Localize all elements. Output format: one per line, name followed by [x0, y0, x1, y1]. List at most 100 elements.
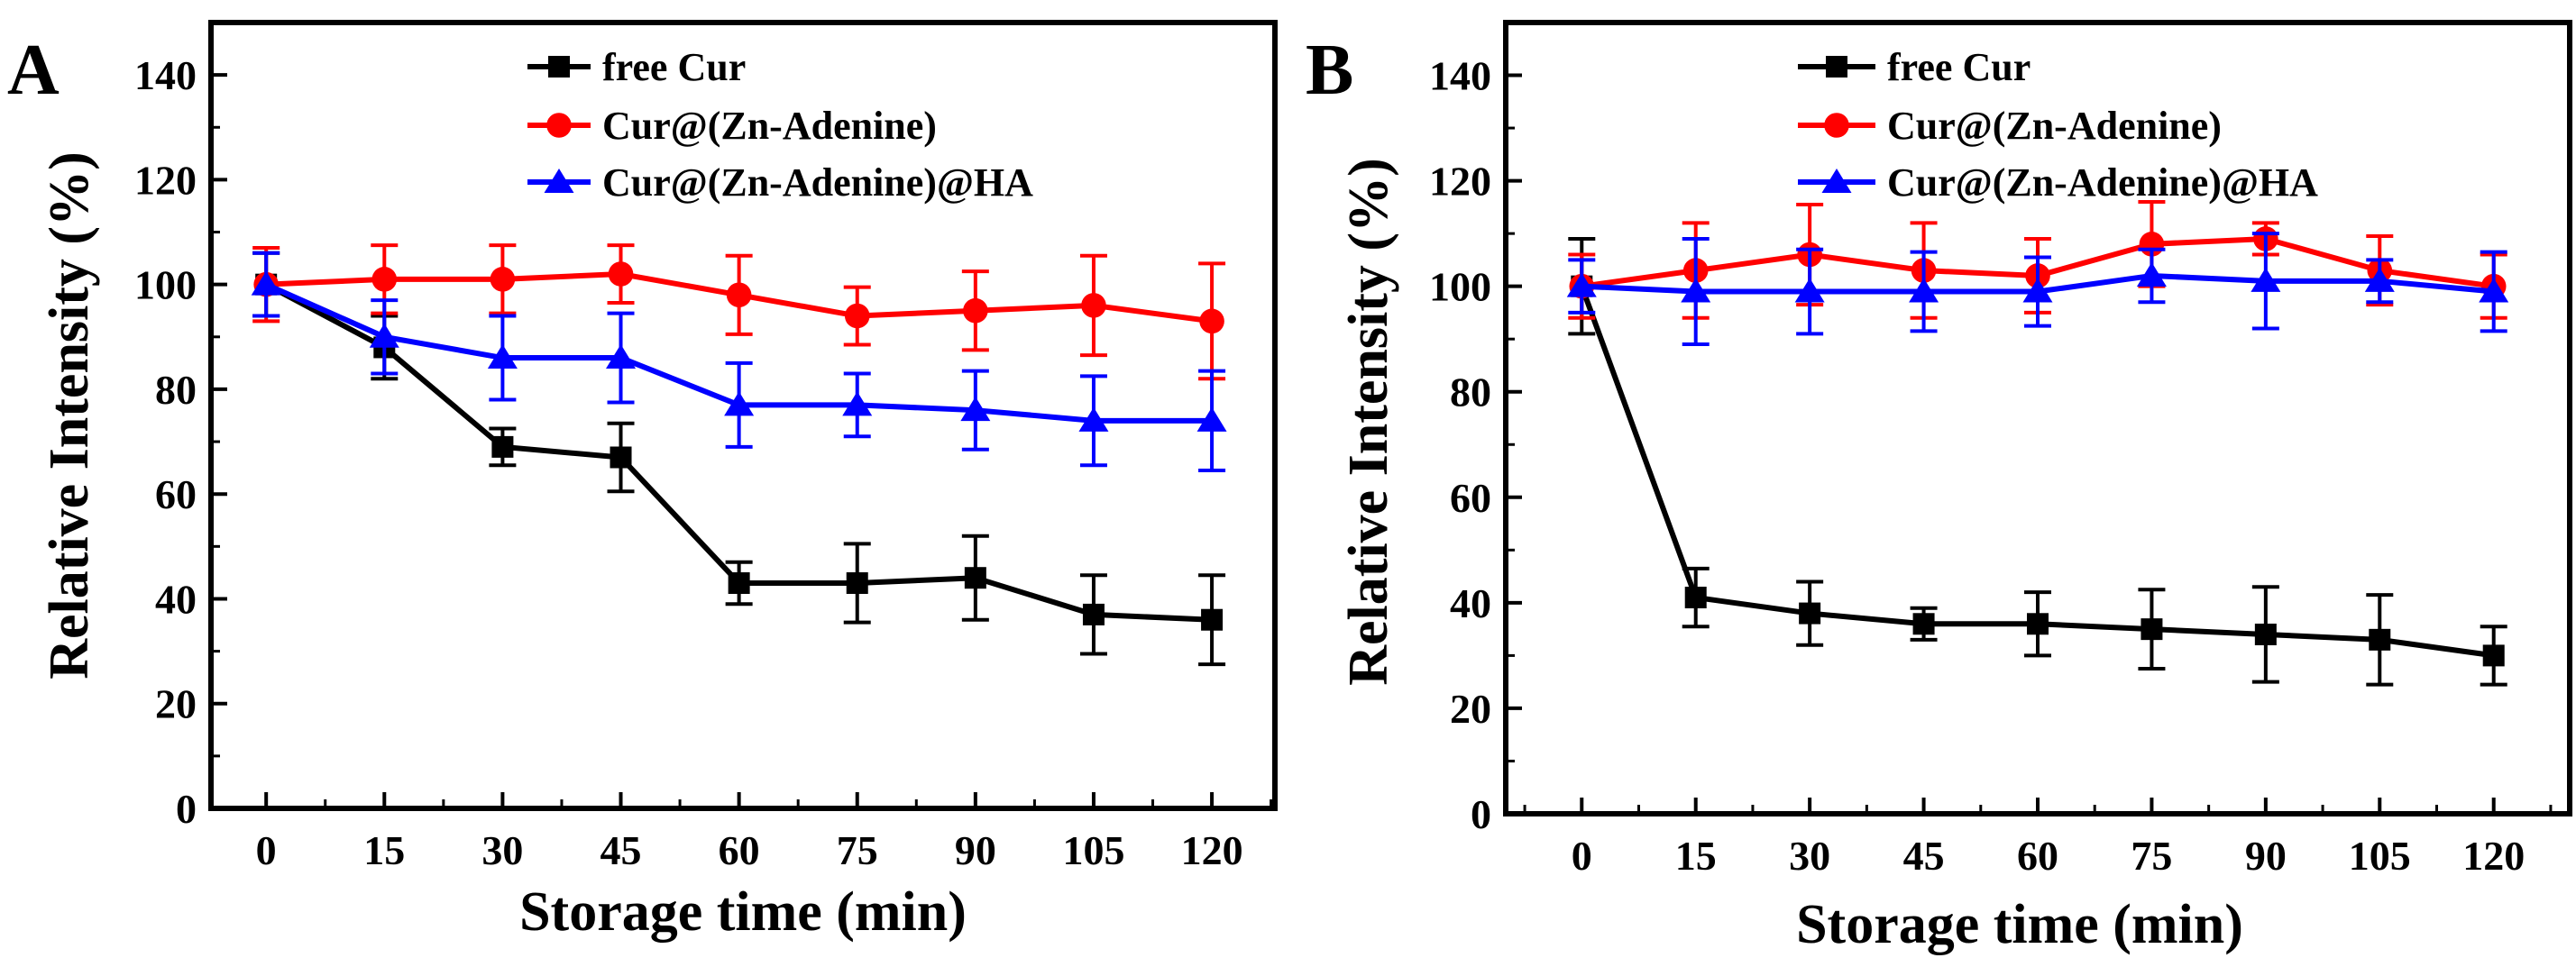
- x-tick-label: 45: [600, 827, 642, 873]
- data-point: [1794, 278, 1825, 303]
- data-point: [2254, 623, 2277, 645]
- data-point: [2141, 618, 2163, 641]
- y-tick-labels: 0 20 40 60 80 100 120 140: [134, 52, 197, 832]
- data-point: [844, 303, 870, 329]
- legend-marker: [1824, 113, 1849, 138]
- legend-label: Cur@(Zn-Adenine)@HA: [602, 160, 1033, 205]
- series: [251, 251, 1227, 473]
- data-point: [2022, 278, 2053, 303]
- data-point: [487, 344, 518, 369]
- x-tick-label: 30: [481, 827, 523, 873]
- x-tick-label: 60: [719, 827, 760, 873]
- y-tick-label: 120: [1429, 159, 1491, 205]
- x-tick-label: 105: [2349, 833, 2411, 879]
- legend-marker: [548, 56, 570, 78]
- legend-label: Cur@(Zn-Adenine): [1887, 104, 2222, 148]
- y-tick-label: 20: [1450, 686, 1491, 732]
- data-point: [490, 267, 516, 292]
- y-tick-label: 120: [134, 157, 197, 203]
- x-tick-label: 105: [1062, 827, 1124, 873]
- x-tick-labels: 0 15 30 45 60 75 90 105 120: [1572, 833, 2525, 879]
- y-tick-label: 100: [134, 262, 197, 308]
- y-tick-label: 60: [1450, 475, 1491, 521]
- y-tick-label: 80: [1450, 369, 1491, 415]
- series-layer: [251, 243, 1227, 667]
- data-point: [724, 391, 755, 416]
- x-tick-label: 0: [1572, 833, 1592, 879]
- plot-frame: [208, 20, 1278, 811]
- data-point: [2027, 613, 2049, 635]
- data-point: [2136, 261, 2167, 287]
- y-tick-label: 0: [176, 786, 197, 832]
- data-point: [369, 323, 399, 348]
- x-tick-label: 75: [837, 827, 878, 873]
- data-point: [726, 282, 752, 308]
- data-point: [610, 446, 632, 469]
- x-tick-label: 15: [1675, 833, 1717, 879]
- data-point: [1201, 608, 1224, 631]
- data-point: [608, 261, 634, 287]
- x-tick-label: 60: [2017, 833, 2058, 879]
- legend-marker: [1826, 56, 1847, 78]
- data-point: [1912, 613, 1935, 635]
- y-tick-label: 40: [1450, 580, 1491, 626]
- data-point: [491, 435, 514, 458]
- data-point: [964, 567, 986, 589]
- data-point: [842, 391, 873, 416]
- data-point: [606, 344, 637, 369]
- legend-label: free Cur: [602, 45, 746, 89]
- legend-marker: [544, 169, 574, 193]
- x-tick-label: 90: [955, 827, 996, 873]
- data-point: [1566, 272, 1597, 297]
- legend-entry: Cur@(Zn-Adenine)@HA: [1798, 160, 2318, 205]
- y-tick-label: 0: [1471, 791, 1491, 837]
- axis-ticks: [1506, 73, 2553, 816]
- data-point: [2479, 278, 2509, 303]
- data-point: [2482, 644, 2505, 667]
- x-axis-title: Storage time (min): [1796, 894, 2243, 955]
- chart-panel-b: B 0 15 30 45 60 75 90 105 120 0 20 40 60 80 100 120 140…: [1306, 20, 2572, 955]
- y-tick-label: 80: [155, 367, 197, 413]
- data-point: [960, 397, 991, 422]
- x-tick-label: 45: [1903, 833, 1945, 879]
- data-point: [2364, 267, 2395, 292]
- panel-label: A: [7, 31, 60, 110]
- legend-label: free Cur: [1887, 45, 2031, 89]
- data-point: [1199, 308, 1224, 334]
- data-point: [1081, 293, 1106, 318]
- y-tick-label: 100: [1429, 264, 1491, 310]
- y-axis-title: Relative Intensity (%): [39, 151, 100, 679]
- axis-ticks: [211, 73, 1273, 810]
- series: [252, 243, 1226, 381]
- legend-entry: free Cur: [1798, 45, 2031, 89]
- panel-label: B: [1306, 31, 1353, 110]
- x-tick-label: 15: [363, 827, 405, 873]
- x-tick-label: 0: [256, 827, 277, 873]
- data-point: [251, 270, 281, 296]
- legend: free Cur Cur@(Zn-Adenine) Cur@(Zn-Adenin…: [1798, 45, 2318, 205]
- x-tick-label: 75: [2131, 833, 2172, 879]
- data-point: [1078, 406, 1109, 432]
- legend-entry: free Cur: [527, 45, 746, 89]
- x-axis-title: Storage time (min): [519, 881, 967, 943]
- data-point: [963, 297, 988, 324]
- x-tick-label: 90: [2245, 833, 2287, 879]
- legend-marker: [1821, 169, 1852, 193]
- legend-entry: Cur@(Zn-Adenine)@HA: [527, 160, 1033, 205]
- data-point: [371, 267, 398, 292]
- legend-marker: [546, 113, 572, 138]
- data-point: [1684, 587, 1707, 609]
- legend-entry: Cur@(Zn-Adenine): [1798, 104, 2222, 148]
- data-point: [2369, 628, 2391, 651]
- x-tick-label: 30: [1789, 833, 1830, 879]
- data-point: [1681, 278, 1711, 303]
- y-tick-label: 140: [1429, 53, 1491, 99]
- data-point: [1909, 278, 1939, 303]
- y-tick-label: 20: [155, 681, 197, 727]
- data-point: [846, 572, 868, 595]
- x-tick-label: 120: [1181, 827, 1243, 873]
- data-point: [1082, 603, 1105, 625]
- y-tick-labels: 0 20 40 60 80 100 120 140: [1429, 53, 1491, 837]
- series-layer: [1566, 200, 2509, 687]
- y-axis-title: Relative Intensity (%): [1338, 158, 1399, 685]
